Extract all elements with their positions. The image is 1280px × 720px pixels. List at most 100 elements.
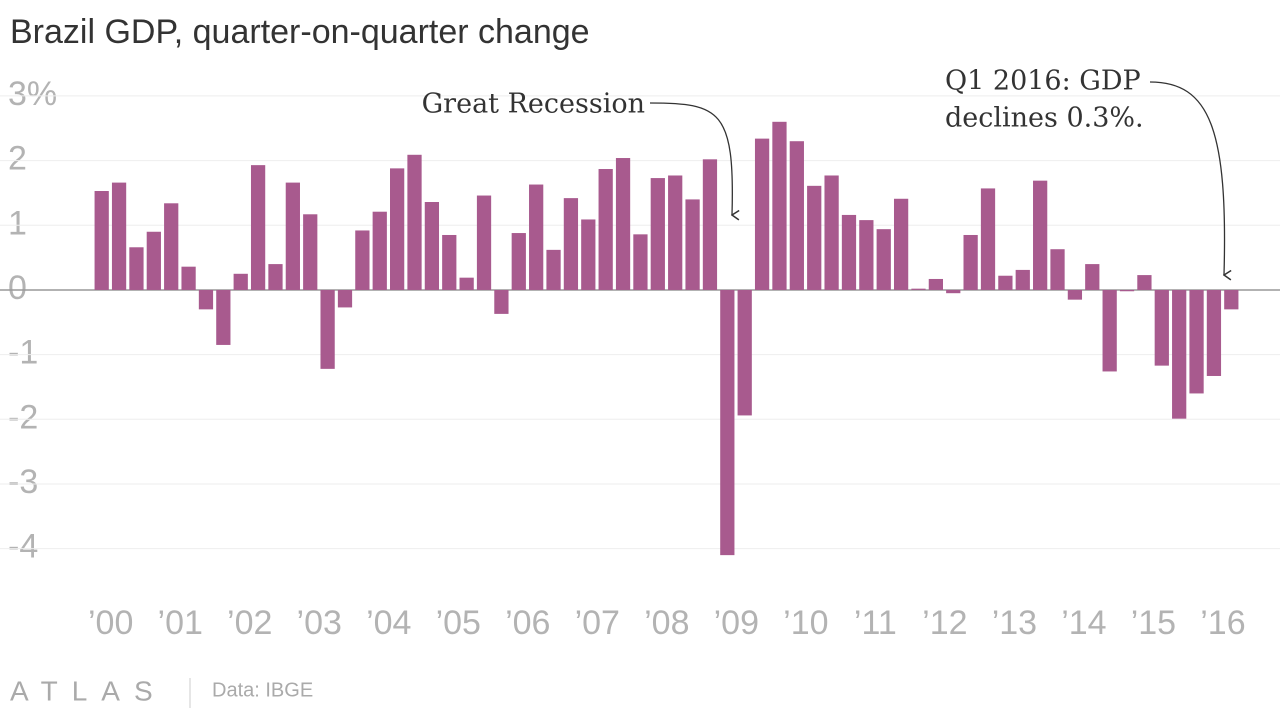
annotation-arrow [1149, 81, 1225, 275]
y-tick-label: -4 [8, 528, 38, 566]
x-tick-label: ’08 [644, 604, 689, 642]
annotation: declines 0.3%. [945, 103, 1144, 134]
bar [928, 278, 943, 290]
bar [146, 231, 161, 290]
bar [268, 264, 283, 290]
bar [442, 234, 457, 290]
bar [1189, 289, 1204, 394]
x-tick-label: ’03 [297, 604, 342, 642]
bar [546, 249, 561, 290]
bar [754, 138, 770, 290]
bar [529, 184, 544, 290]
bar [668, 175, 683, 290]
bar [94, 191, 109, 290]
annotation-arrow [649, 102, 732, 215]
bar [911, 288, 926, 290]
bar [841, 214, 857, 290]
bar [633, 234, 648, 290]
bar [164, 203, 179, 290]
bar [216, 289, 231, 345]
bar [963, 234, 978, 290]
bar [424, 202, 440, 290]
bar [1015, 269, 1030, 290]
bar [685, 199, 700, 290]
x-tick-label: ’12 [922, 604, 967, 642]
bar [598, 169, 613, 290]
y-tick-label: 1 [8, 204, 27, 242]
bar [1224, 289, 1239, 310]
bar [129, 247, 144, 290]
y-tick-label: 3% [8, 75, 57, 113]
source: Data: IBGE [212, 679, 313, 701]
x-tick-label: ’16 [1200, 604, 1245, 642]
bar [494, 289, 509, 314]
bar [111, 182, 127, 290]
bar [476, 195, 492, 290]
bar [980, 188, 996, 290]
bar [581, 219, 596, 290]
bar [720, 289, 735, 556]
y-tick-label: -2 [8, 398, 38, 436]
bar [1154, 289, 1169, 366]
bar [807, 185, 822, 290]
y-tick-label: 2 [8, 140, 27, 178]
bar [1206, 289, 1222, 376]
bar [337, 289, 353, 308]
x-tick-label: ’01 [158, 604, 203, 642]
bar [1137, 275, 1152, 290]
bar [563, 198, 579, 290]
bar [1050, 249, 1065, 290]
x-tick-label: ’15 [1131, 604, 1176, 642]
annotation: Great Recession [422, 89, 645, 120]
x-tick-label: ’06 [505, 604, 550, 642]
bar [1119, 289, 1135, 292]
bar [181, 266, 196, 290]
x-tick-label: ’05 [436, 604, 481, 642]
bar [250, 165, 266, 290]
y-tick-label: -3 [8, 463, 38, 501]
y-tick-label: -1 [8, 334, 38, 372]
bar [407, 154, 422, 290]
bar [1067, 289, 1083, 300]
x-tick-label: ’09 [714, 604, 759, 642]
bar [511, 233, 526, 290]
bar [737, 289, 752, 416]
bar [1172, 289, 1187, 419]
bar [772, 121, 787, 290]
bar [1102, 289, 1117, 372]
x-tick-label: ’07 [575, 604, 620, 642]
x-tick-label: ’13 [992, 604, 1037, 642]
bar [824, 175, 839, 290]
bar [893, 198, 909, 290]
bar [285, 182, 300, 290]
bar [615, 158, 631, 290]
x-tick-label: ’14 [1061, 604, 1106, 642]
bar [320, 289, 335, 369]
y-tick-label: 0 [8, 269, 27, 307]
bar [859, 220, 874, 290]
bar [650, 178, 665, 290]
bar [459, 277, 474, 290]
x-tick-label: ’00 [88, 604, 133, 642]
bar [198, 289, 214, 310]
bar [946, 289, 961, 294]
bar [233, 273, 248, 290]
bar [876, 229, 891, 290]
brand: ATLAS [10, 675, 167, 706]
bar [789, 141, 804, 290]
bar [1033, 180, 1048, 290]
bar [702, 159, 718, 290]
x-tick-label: ’10 [783, 604, 828, 642]
x-tick-label: ’02 [227, 604, 272, 642]
x-tick-label: ’04 [366, 604, 411, 642]
bar [998, 275, 1013, 290]
x-tick-label: ’11 [854, 604, 897, 642]
bar [390, 168, 405, 290]
chart-title: Brazil GDP, quarter-on-quarter change [10, 13, 590, 51]
bar [1085, 264, 1100, 290]
annotation: Q1 2016: GDP [945, 66, 1141, 97]
bar [303, 214, 318, 290]
bar [355, 230, 370, 290]
bar [372, 211, 387, 290]
